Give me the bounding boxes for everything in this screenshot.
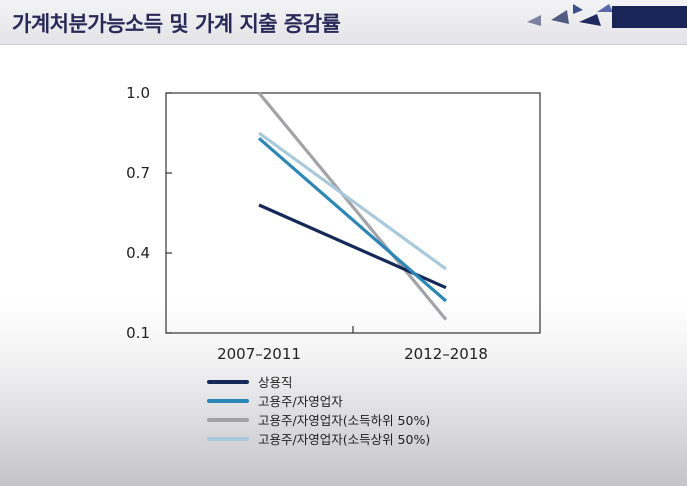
legend-swatch — [207, 398, 249, 403]
legend-label: 고용주/자영업자(소득상위 50%) — [258, 432, 431, 447]
legend-swatch — [207, 417, 249, 422]
y-tick-label: 1.0 — [126, 84, 150, 102]
x-tick-label: 2012–2018 — [404, 345, 488, 363]
legend-item: 고용주/자영업자(소득하위 50%) — [207, 410, 430, 429]
legend-swatch — [207, 436, 249, 441]
legend-item: 고용주/자영업자(소득상위 50%) — [207, 429, 430, 448]
legend-item: 고용주/자영업자 — [207, 391, 430, 410]
slide-header: 가계처분가능소득 및 가계 지출 증감률 — [0, 0, 687, 45]
series-line — [258, 131, 447, 271]
series-line — [257, 91, 448, 321]
decorative-triangles-icon — [527, 4, 687, 28]
legend-label: 고용주/자영업자 — [258, 394, 343, 409]
legend-label: 고용주/자영업자(소득하위 50%) — [258, 413, 431, 428]
y-tick-label: 0.7 — [126, 164, 150, 182]
y-tick-label: 0.1 — [126, 324, 150, 342]
slide-title: 가계처분가능소득 및 가계 지출 증감률 — [12, 12, 341, 36]
x-tick-label: 2007–2011 — [217, 345, 301, 363]
y-tick-label: 0.4 — [126, 244, 150, 262]
legend-swatch — [207, 379, 249, 384]
legend-label: 상용직 — [258, 375, 293, 390]
legend-item: 상용직 — [207, 372, 430, 391]
plot-frame — [165, 92, 541, 334]
series-line — [257, 137, 448, 303]
chart-legend: 상용직 고용주/자영업자 고용주/자영업자(소득하위 50%) 고용주/자영업자… — [207, 372, 430, 448]
